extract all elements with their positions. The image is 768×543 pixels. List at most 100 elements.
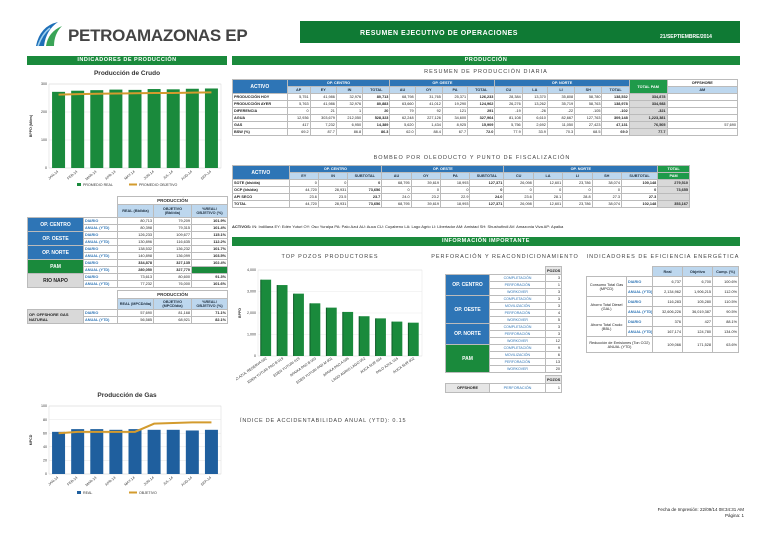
drilling-block: OP. OESTE (445, 295, 490, 324)
energy-cell: 109,066 (652, 336, 683, 353)
pump-cell: 23.5 (317, 193, 349, 201)
table-row: OP. OFFSHORE GAS NATURAL DIARIO 57,690 8… (27, 309, 229, 324)
x-tick-label: JUN-14 (143, 170, 155, 181)
drilling-count: 6 (545, 351, 562, 359)
group-offshore: OFFSHORE (666, 79, 739, 87)
daily-cell: 72.0 (467, 128, 496, 136)
pump-cell: 24.0 (381, 193, 412, 201)
pump-cell: 0 (288, 179, 319, 187)
pump-cell: 28,931 (317, 200, 349, 208)
daily-cell: 25,371 (441, 93, 469, 101)
offshore-activity: PERFORACIÓN (489, 383, 546, 393)
objective-line (58, 421, 212, 435)
y-tick-label: 1,000 (247, 333, 256, 337)
daily-cell: 31,765 (414, 93, 443, 101)
daily-cell: 34,600 (441, 114, 469, 122)
daily-cell: -321 (628, 107, 668, 115)
kpi-block-label: OP. OESTE (27, 231, 84, 246)
x-tick-label: SEP-14 (200, 170, 212, 181)
daily-cell: -102 (601, 107, 630, 115)
bar (90, 429, 104, 474)
x-tick-label: FEB-14 (66, 170, 78, 181)
bar (128, 429, 142, 474)
table-row: GAS 417 7,232 6,950 14,389 5,620 1,434 8,925 15,… (232, 121, 739, 129)
section-info: INFORMACIÓN IMPORTANTE (232, 237, 740, 246)
daily-cell: 33.9 (521, 128, 548, 136)
daily-cell: 32,976 (335, 100, 364, 108)
bar-shade (342, 311, 344, 356)
energy-block-label: Ahorro Total Crudo (BBL) (586, 316, 627, 337)
daily-cell: 69.0 (601, 128, 630, 136)
x-tick-label: JUN-14 (143, 476, 155, 487)
daily-cell: 417 (286, 121, 311, 129)
drilling-activity: COMPLETACIÓN (489, 344, 546, 352)
pump-row-label: API SECO (232, 193, 290, 201)
kpi-cell: 57,690 (117, 309, 154, 317)
table-row: SOTE (bls/día) 0 0 0 68,795 39,619 18,993 127,3… (232, 179, 690, 187)
bar (166, 89, 180, 168)
daily-subcol: EY (309, 86, 337, 94)
daily-cell: 138,532 (601, 93, 630, 101)
pump-cell: 18,993 (440, 200, 471, 208)
kpi-cell: DIARIO (83, 259, 118, 267)
pump-cell: 0 (532, 186, 564, 194)
daily-cell: 86.8 (335, 128, 364, 136)
bar (147, 89, 161, 168)
pump-cell: 0 (410, 186, 442, 194)
legend-swatch-real (77, 183, 81, 186)
daily-cell: 81,108 (494, 114, 523, 122)
pump-cell: 23.6 (503, 193, 534, 201)
daily-cell: 291 (467, 107, 496, 115)
daily-cell: 41,986 (309, 93, 337, 101)
table-row: OP. CENTRO DIARIO 80,713 79,209 101.9% (27, 217, 229, 232)
pump-cell: 27.3 (591, 193, 622, 201)
energy-col-real: Real (652, 266, 683, 277)
daily-subcol: AM (666, 86, 739, 94)
x-tick-label: MAR-14 (85, 170, 98, 182)
kpi-cell: 138,532 (117, 245, 154, 253)
kpi-cell: 102.4% (190, 259, 229, 267)
x-tick-label: JAN-14 (47, 476, 59, 487)
drilling-block: OP. CENTRO (445, 274, 490, 296)
pump-cell: 73,656 (347, 186, 383, 194)
table-row: DIFERENCIA 0 21 1 20 79 92 121 291 -19 -26 -22 -105-… (232, 107, 739, 115)
kpi-cell: 140,898 (117, 252, 154, 260)
kpi-cell: 82.1% (190, 316, 229, 324)
daily-cell: 327,964 (467, 114, 496, 122)
pump-cell: 44,720 (288, 200, 319, 208)
pump-row-label: OCP (bls/día) (232, 186, 290, 194)
bar (392, 321, 403, 356)
daily-cell: 126,233 (467, 93, 496, 101)
kpi-cell: 85.4% (190, 266, 229, 274)
bar (71, 429, 85, 474)
bar (90, 90, 104, 168)
table-row: API SECO 23.6 23.5 23.7 24.0 23.2 22.9 24.0 23.6… (232, 193, 690, 201)
energy-period: ANUAL (YTD) (626, 306, 653, 317)
kpi-gas-col-obj: OBJETIVO (MPCD/día) (153, 298, 192, 310)
pump-subcol: EY (288, 172, 319, 180)
accident-label: ÍNDICE DE ACCIDENTABILIDAD ANUAL (YTD): (240, 418, 391, 424)
daily-cell: 124,962 (467, 100, 496, 108)
y-tick-label: 4,000 (247, 268, 256, 272)
kpi-cell: 80,600 (153, 273, 192, 281)
daily-cell: 77.9 (494, 128, 523, 136)
daily-subcol: OY (414, 86, 443, 94)
x-tick-label: APR-14 (104, 476, 116, 487)
kpi-cell: 116,635 (153, 238, 192, 246)
daily-subcol: SH (574, 86, 603, 94)
energy-cell: 376 (652, 316, 683, 327)
daily-subcol: AP (286, 86, 311, 94)
pump-cell: 0 (381, 186, 412, 194)
y-axis-label: MPCD (29, 434, 33, 445)
x-tick-label: AUG-14 (180, 170, 193, 181)
bar-shade (407, 322, 410, 356)
bar-shade (293, 293, 295, 356)
bar (376, 318, 386, 356)
y-tick-label: 20 (43, 459, 47, 463)
pump-cell: 127,371 (469, 200, 505, 208)
kpi-cell: 115.1% (190, 231, 229, 239)
daily-cell: -19 (494, 107, 523, 115)
kpi-cell: 80,398 (117, 224, 154, 232)
daily-cell: 32,976 (335, 93, 364, 101)
daily-cell: 309,148 (601, 114, 630, 122)
